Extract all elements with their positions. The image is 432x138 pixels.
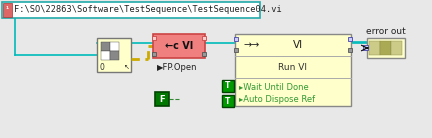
Bar <box>234 48 238 52</box>
Bar <box>110 51 119 60</box>
Text: VI: VI <box>293 40 303 50</box>
Text: ¹: ¹ <box>6 7 9 13</box>
Bar <box>202 36 206 40</box>
Bar <box>369 41 380 55</box>
Bar <box>110 42 119 51</box>
Bar <box>101 51 110 60</box>
Bar <box>152 52 156 56</box>
Text: →→: →→ <box>243 40 259 50</box>
Bar <box>222 95 234 107</box>
Bar <box>152 36 156 40</box>
Bar <box>348 37 352 41</box>
Text: error out: error out <box>366 27 406 36</box>
Bar <box>348 48 352 52</box>
Bar <box>367 38 405 58</box>
Bar <box>202 52 206 56</box>
Text: 0: 0 <box>100 63 105 71</box>
Text: ↖: ↖ <box>124 64 130 70</box>
Bar <box>3 3 12 17</box>
Bar <box>153 34 205 58</box>
Text: T: T <box>226 96 231 105</box>
Text: ▸Auto Dispose Ref: ▸Auto Dispose Ref <box>239 95 315 104</box>
Bar <box>391 41 402 55</box>
Bar <box>155 92 169 106</box>
Bar <box>2 2 260 18</box>
Bar <box>363 45 368 50</box>
Text: F:\SO\22863\Software\TestSequence\TestSequence04.vi: F:\SO\22863\Software\TestSequence\TestSe… <box>14 6 282 14</box>
Bar <box>234 37 238 41</box>
Bar <box>222 80 234 92</box>
Text: ▶FP.Open: ▶FP.Open <box>157 63 197 72</box>
Text: ▸Wait Until Done: ▸Wait Until Done <box>239 83 309 92</box>
Bar <box>380 41 391 55</box>
Text: ←c VI: ←c VI <box>165 41 193 51</box>
Text: F: F <box>159 95 165 104</box>
Text: Run VI: Run VI <box>279 63 308 71</box>
Bar <box>101 42 110 51</box>
Text: T: T <box>226 82 231 91</box>
Bar <box>97 38 131 72</box>
Bar <box>235 34 351 106</box>
